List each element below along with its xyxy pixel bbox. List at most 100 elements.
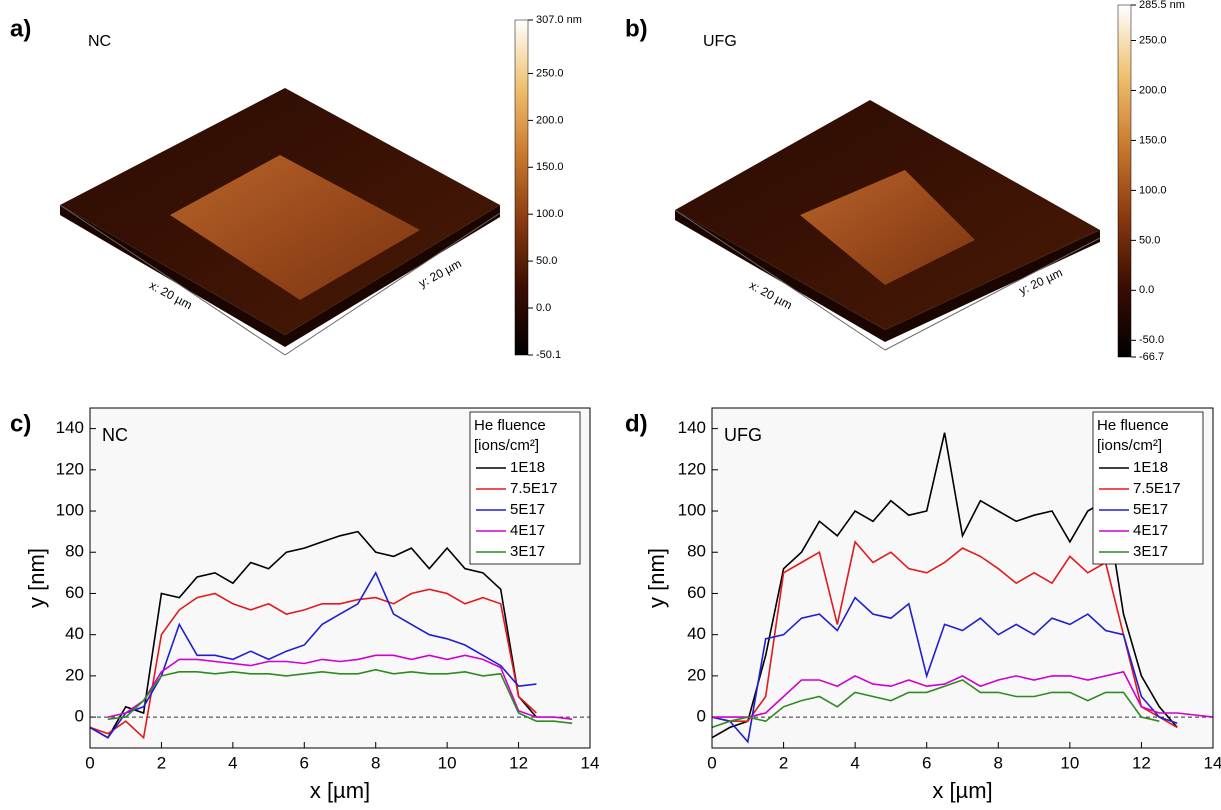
colorbar-tick-label: 50.0 <box>536 255 557 267</box>
legend-label: 3E17 <box>1133 543 1168 560</box>
colorbar-tick-label: 250.0 <box>1139 34 1167 46</box>
legend-label: 4E17 <box>1133 522 1168 539</box>
panel-title: NC <box>88 33 111 50</box>
x-tick-label: 4 <box>228 753 237 772</box>
x-tick-label: 14 <box>581 753 600 772</box>
data-line <box>89 530 538 739</box>
colorbar-tick-label: 150.0 <box>536 161 564 173</box>
legend-label: 7.5E17 <box>510 480 558 497</box>
y-tick-label: 60 <box>65 583 84 602</box>
y-tick-label: 0 <box>75 707 84 726</box>
colorbar-tick-label: 250.0 <box>536 67 564 79</box>
surface-side <box>675 210 1100 342</box>
x-tick-label: 0 <box>707 753 716 772</box>
surface-edge <box>884 237 1101 351</box>
colorbar-tick-label: -50.0 <box>1139 334 1164 346</box>
x-tick-label: 6 <box>300 753 309 772</box>
x-tick-label: 0 <box>85 753 94 772</box>
legend-label: 3E17 <box>510 543 545 560</box>
y-tick-label: 60 <box>687 583 706 602</box>
surface-edge <box>284 212 501 356</box>
y-tick-label: 120 <box>56 459 84 478</box>
x-tick-label: 14 <box>1204 753 1221 772</box>
panel-label: c) <box>10 410 31 437</box>
x-tick-label: 2 <box>157 753 166 772</box>
colorbar-tick-label: 150.0 <box>1139 134 1167 146</box>
y-tick-label: 40 <box>65 624 84 643</box>
y-tick-label: 40 <box>687 624 706 643</box>
data-line <box>711 596 1178 744</box>
colorbar-tick-label: 200.0 <box>536 114 564 126</box>
y-tick-label: 100 <box>678 501 706 520</box>
legend-box <box>1092 411 1204 565</box>
colorbar-tick-label: -50.1 <box>536 349 561 361</box>
irradiated-area <box>170 155 420 300</box>
data-line <box>712 670 1214 718</box>
x-tick-label: 6 <box>922 753 931 772</box>
data-line <box>107 668 573 725</box>
x-tick-label: 10 <box>1060 753 1079 772</box>
data-line <box>89 571 537 739</box>
y-tick-label: 0 <box>697 707 706 726</box>
panel-label: a) <box>10 15 31 42</box>
x-tick-label: 12 <box>1132 753 1151 772</box>
legend-label: 7.5E17 <box>1133 480 1181 497</box>
surface-edge <box>59 204 286 356</box>
x-tick-label: 8 <box>994 753 1003 772</box>
legend-label: 4E17 <box>510 522 545 539</box>
data-line <box>89 588 537 740</box>
panel-label: b) <box>625 15 648 42</box>
colorbar-tick-label: 100.0 <box>536 208 564 220</box>
colorbar-tick-label: 200.0 <box>1139 84 1167 96</box>
legend-label: 1E18 <box>1133 459 1168 476</box>
colorbar-tick-label: 285.5 nm <box>1139 0 1185 11</box>
y-axis-label: y [nm] <box>24 548 49 608</box>
plot-frame <box>89 407 591 749</box>
panel-title: UFG <box>724 425 762 445</box>
x-tick-label: 8 <box>371 753 380 772</box>
panel-title: NC <box>102 425 128 445</box>
panel-label: d) <box>625 410 648 437</box>
x-tick-label: 4 <box>850 753 859 772</box>
y-tick-label: 120 <box>678 459 706 478</box>
y-tick-label: 80 <box>687 542 706 561</box>
y-tick-label: 20 <box>687 665 706 684</box>
x-tick-label: 2 <box>779 753 788 772</box>
legend-title: [ions/cm²] <box>1097 437 1162 454</box>
plot-frame <box>711 407 1214 749</box>
colorbar-tick-label: 100.0 <box>1139 184 1167 196</box>
colorbar <box>514 19 529 356</box>
y-tick-label: 20 <box>65 665 84 684</box>
surface-edge <box>674 209 886 351</box>
x-axis-label: x [µm] <box>932 778 992 803</box>
colorbar <box>1117 4 1132 358</box>
colorbar-tick-label: 307.0 nm <box>536 14 582 26</box>
x-tick-label: 12 <box>509 753 528 772</box>
y-tick-label: 100 <box>56 501 84 520</box>
x-axis-label: x [µm] <box>310 778 370 803</box>
y-tick-label: 80 <box>65 542 84 561</box>
colorbar-tick-label: 0.0 <box>536 302 551 314</box>
colorbar-tick-label: 0.0 <box>1139 284 1154 296</box>
legend-label: 5E17 <box>1133 501 1168 518</box>
colorbar-tick-label: 50.0 <box>1139 234 1160 246</box>
data-line <box>711 679 1160 729</box>
legend-box <box>469 411 581 565</box>
colorbar-tick-label: -66.7 <box>1139 351 1164 363</box>
legend-title: He fluence <box>474 417 546 434</box>
data-line <box>107 654 573 720</box>
panel-title: UFG <box>703 33 737 50</box>
legend-label: 5E17 <box>510 501 545 518</box>
x-tick-label: 10 <box>438 753 457 772</box>
y-axis-label: y [nm] <box>644 548 669 608</box>
irradiated-area <box>800 170 975 285</box>
data-line <box>711 540 1178 729</box>
y-tick-label: 140 <box>678 418 706 437</box>
legend-title: [ions/cm²] <box>474 437 539 454</box>
legend-title: He fluence <box>1097 417 1169 434</box>
y-tick-label: 140 <box>56 418 84 437</box>
legend-label: 1E18 <box>510 459 545 476</box>
